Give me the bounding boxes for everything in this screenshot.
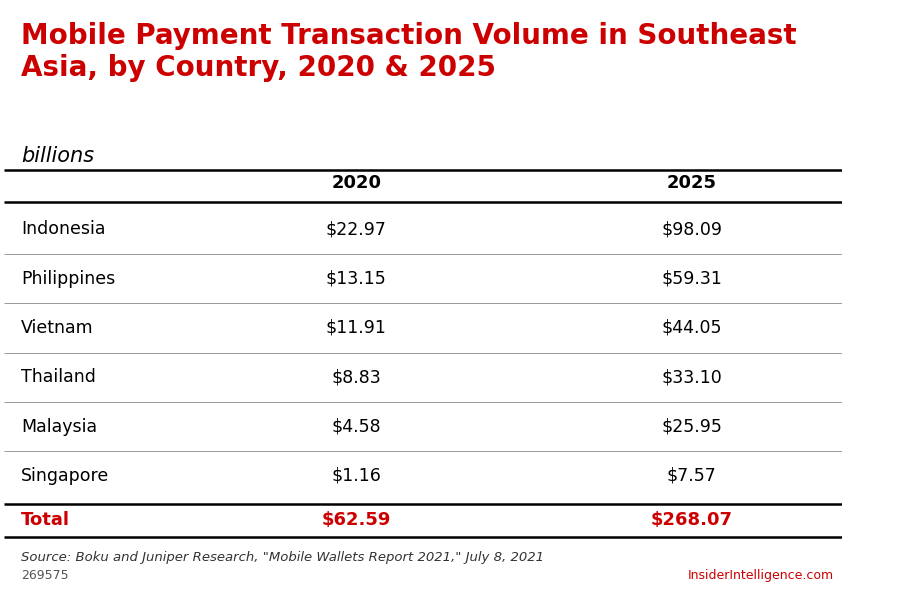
Text: billions: billions — [21, 147, 94, 167]
Text: $98.09: $98.09 — [661, 220, 722, 238]
Text: $13.15: $13.15 — [325, 270, 386, 287]
Text: $268.07: $268.07 — [651, 511, 733, 530]
Text: $33.10: $33.10 — [661, 368, 722, 386]
Text: $25.95: $25.95 — [661, 418, 722, 436]
Text: Source: Boku and Juniper Research, "Mobile Wallets Report 2021," July 8, 2021: Source: Boku and Juniper Research, "Mobi… — [21, 551, 544, 564]
Text: Vietnam: Vietnam — [21, 319, 93, 337]
Text: Indonesia: Indonesia — [21, 220, 105, 238]
Text: $44.05: $44.05 — [661, 319, 722, 337]
Text: 269575: 269575 — [21, 569, 68, 582]
Text: $4.58: $4.58 — [331, 418, 381, 436]
Text: $7.57: $7.57 — [667, 467, 716, 485]
Text: $11.91: $11.91 — [325, 319, 386, 337]
Text: Mobile Payment Transaction Volume in Southeast
Asia, by Country, 2020 & 2025: Mobile Payment Transaction Volume in Sou… — [21, 22, 797, 82]
Text: Singapore: Singapore — [21, 467, 109, 485]
Text: $1.16: $1.16 — [331, 467, 381, 485]
Text: Total: Total — [21, 511, 70, 530]
Text: $22.97: $22.97 — [325, 220, 386, 238]
Text: Philippines: Philippines — [21, 270, 115, 287]
Text: InsiderIntelligence.com: InsiderIntelligence.com — [688, 569, 834, 582]
Text: $8.83: $8.83 — [331, 368, 381, 386]
Text: 2020: 2020 — [331, 174, 382, 192]
Text: $62.59: $62.59 — [322, 511, 391, 530]
Text: 2025: 2025 — [667, 174, 716, 192]
Text: Malaysia: Malaysia — [21, 418, 97, 436]
Text: $59.31: $59.31 — [661, 270, 722, 287]
Text: Thailand: Thailand — [21, 368, 96, 386]
